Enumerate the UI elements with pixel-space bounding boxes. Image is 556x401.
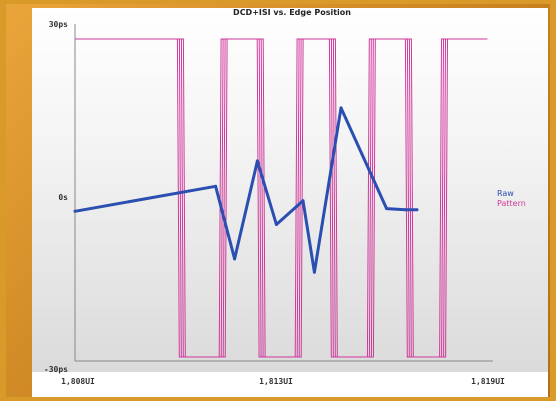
pattern-series-group [75, 38, 488, 358]
raw-series-line [74, 106, 417, 274]
raw-point [214, 184, 218, 188]
pattern-trace-4 [75, 38, 488, 358]
pattern-trace-3 [75, 38, 486, 358]
raw-point [233, 257, 237, 261]
pattern-trace-1 [75, 38, 482, 358]
x-tick-label-mid: 1,813UI [259, 377, 293, 386]
legend-pattern: Pattern [497, 199, 526, 208]
legend-raw: Raw [497, 189, 514, 198]
raw-point [73, 209, 77, 213]
raw-series-group [73, 106, 419, 274]
raw-point [339, 106, 343, 110]
raw-point [385, 207, 389, 211]
pattern-trace-2 [75, 38, 484, 358]
raw-point [415, 208, 419, 212]
bottom-band [32, 372, 548, 397]
raw-point [312, 270, 316, 274]
raw-point [404, 208, 408, 212]
raw-point [301, 199, 305, 203]
plot-panel [32, 8, 548, 393]
x-tick-label-start: 1,808UI [61, 377, 95, 386]
y-tick-label-mid: 0s [58, 193, 68, 202]
raw-point [255, 159, 259, 163]
y-tick-label-bottom: -30ps [44, 365, 68, 374]
chart-title: DCD+ISI vs. Edge Position [233, 8, 351, 17]
raw-point [274, 223, 278, 226]
x-tick-label-end: 1,819UI [471, 377, 505, 386]
y-tick-label-top: 30ps [49, 20, 68, 29]
